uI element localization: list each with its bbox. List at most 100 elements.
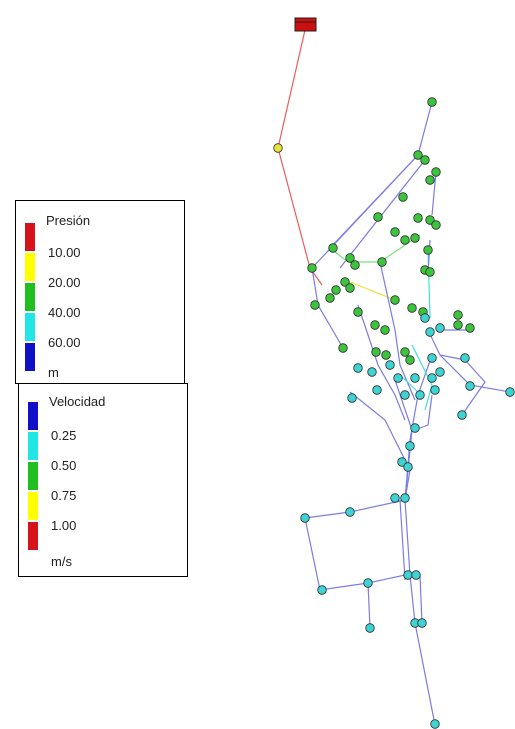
pipe-link[interactable]	[311, 154, 419, 269]
junction-node[interactable]	[400, 390, 410, 400]
velocity-color-bar-1	[28, 402, 38, 430]
junction-node[interactable]	[398, 192, 408, 202]
junction-node[interactable]	[400, 493, 410, 503]
junction-node[interactable]	[380, 325, 390, 335]
junction-node[interactable]	[427, 353, 437, 363]
pressure-unit: m	[48, 365, 59, 380]
junction-node[interactable]	[407, 303, 417, 313]
junction-node[interactable]	[328, 243, 338, 253]
pipe-link[interactable]	[439, 354, 511, 393]
pipe-link[interactable]	[399, 374, 419, 393]
junction-node[interactable]	[427, 373, 437, 383]
pipe-link[interactable]	[411, 344, 433, 411]
junction-node[interactable]	[400, 347, 410, 357]
junction-node[interactable]	[435, 367, 445, 377]
junction-node[interactable]	[505, 387, 515, 397]
junction-node[interactable]	[365, 623, 375, 633]
junction-node[interactable]	[403, 570, 413, 580]
junction-node[interactable]	[403, 462, 413, 472]
reservoir-tank[interactable]	[294, 17, 317, 32]
junction-node[interactable]	[410, 423, 420, 433]
junction-node[interactable]	[425, 267, 435, 277]
junction-node[interactable]	[460, 353, 470, 363]
velocity-legend: Velocidad 0.25 0.50 0.75 1.00 m/s	[18, 383, 188, 577]
junction-node[interactable]	[393, 373, 403, 383]
junction-node[interactable]	[317, 585, 327, 595]
junction-node[interactable]	[423, 245, 433, 255]
junction-node[interactable]	[465, 381, 475, 391]
pipe-link[interactable]	[419, 574, 423, 624]
junction-node[interactable]	[353, 363, 363, 373]
junction-node[interactable]	[372, 385, 382, 395]
junction-node[interactable]	[390, 493, 400, 503]
junction-node[interactable]	[411, 570, 421, 580]
pipe-link[interactable]	[431, 171, 437, 216]
junction-node[interactable]	[430, 719, 440, 729]
junction-node[interactable]	[331, 285, 341, 295]
junction-node[interactable]	[307, 263, 317, 273]
junction-node[interactable]	[397, 457, 407, 467]
pipe-link[interactable]	[409, 574, 436, 726]
junction-node[interactable]	[420, 313, 430, 323]
junction-node[interactable]	[390, 227, 400, 237]
junction-node[interactable]	[273, 143, 283, 153]
pipe-link[interactable]	[329, 247, 380, 263]
junction-node[interactable]	[413, 213, 423, 223]
junction-node[interactable]	[457, 410, 467, 420]
junction-node[interactable]	[415, 390, 425, 400]
junction-node[interactable]	[363, 578, 373, 588]
pipe-link[interactable]	[367, 582, 371, 629]
pipe-link[interactable]	[304, 499, 406, 519]
junction-node[interactable]	[353, 307, 363, 317]
junction-node[interactable]	[400, 235, 410, 245]
junction-node[interactable]	[377, 257, 387, 267]
junction-node[interactable]	[381, 350, 391, 360]
junction-node[interactable]	[338, 343, 348, 353]
junction-node[interactable]	[431, 220, 441, 230]
velocity-color-bar-4	[28, 492, 38, 520]
pipe-link[interactable]	[304, 517, 415, 591]
junction-node[interactable]	[425, 327, 435, 337]
junction-node[interactable]	[410, 233, 420, 243]
junction-node[interactable]	[410, 373, 420, 383]
pipe-link[interactable]	[417, 101, 433, 156]
junction-node[interactable]	[425, 215, 435, 225]
junction-node[interactable]	[371, 347, 381, 357]
junction-node[interactable]	[425, 175, 435, 185]
junction-node[interactable]	[390, 295, 400, 305]
junction-node[interactable]	[345, 253, 355, 263]
junction-node[interactable]	[310, 300, 320, 310]
junction-node[interactable]	[347, 393, 357, 403]
junction-node[interactable]	[300, 513, 310, 523]
junction-node[interactable]	[453, 310, 463, 320]
junction-node[interactable]	[420, 155, 430, 165]
junction-node[interactable]	[413, 150, 423, 160]
junction-node[interactable]	[340, 277, 350, 287]
junction-node[interactable]	[385, 360, 395, 370]
junction-node[interactable]	[350, 260, 360, 270]
pipe-link[interactable]	[461, 359, 486, 416]
velocity-label-4: 1.00	[51, 518, 77, 533]
junction-node[interactable]	[373, 212, 383, 222]
junction-node[interactable]	[431, 167, 441, 177]
junction-node[interactable]	[325, 293, 335, 303]
junction-node[interactable]	[345, 283, 355, 293]
junction-node[interactable]	[345, 507, 355, 517]
reservoir-icon[interactable]	[294, 17, 317, 32]
pipe-link[interactable]	[399, 499, 406, 581]
pipe-link[interactable]	[357, 304, 406, 421]
junction-node[interactable]	[430, 385, 440, 395]
pipe-link[interactable]	[339, 159, 426, 269]
pipe-link[interactable]	[277, 29, 323, 286]
junction-node[interactable]	[370, 320, 380, 330]
pipe-link[interactable]	[349, 391, 411, 576]
junction-node[interactable]	[405, 441, 415, 451]
junction-node[interactable]	[427, 97, 437, 107]
junction-node[interactable]	[465, 323, 475, 333]
junction-node[interactable]	[405, 355, 415, 365]
junction-node[interactable]	[435, 323, 445, 333]
junction-node[interactable]	[367, 367, 377, 377]
junction-node[interactable]	[417, 618, 427, 628]
junction-node[interactable]	[453, 320, 463, 330]
